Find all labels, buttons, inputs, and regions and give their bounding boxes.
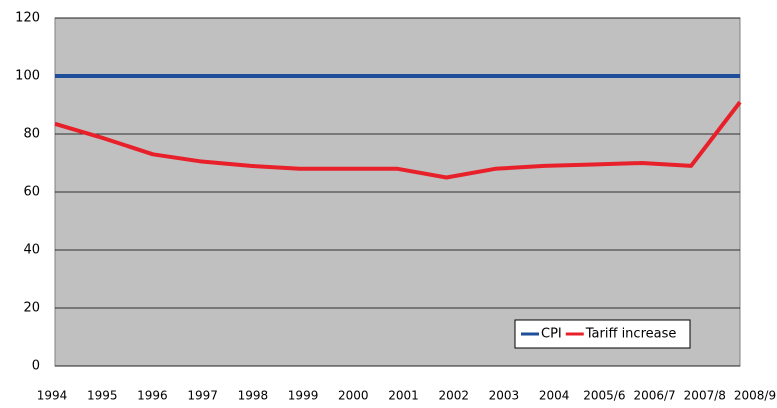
legend-label: Tariff increase [585, 327, 677, 342]
x-tick-label: 1997 [187, 389, 218, 403]
x-tick-label: 2007/8 [684, 389, 726, 403]
x-tick-label: 2006/7 [633, 389, 675, 403]
x-tick-label: 1998 [238, 389, 269, 403]
x-tick-label: 2001 [388, 389, 419, 403]
x-tick-label: 1994 [37, 389, 68, 403]
y-tick-label: 80 [23, 127, 40, 142]
x-tick-label: 2000 [338, 389, 369, 403]
x-tick-label: 2003 [489, 389, 520, 403]
y-tick-label: 40 [23, 243, 40, 258]
line-series [54, 100, 742, 180]
x-tick-label: 2002 [438, 389, 469, 403]
y-tick-label: 0 [32, 359, 40, 374]
y-tick-label: 100 [15, 69, 40, 84]
x-tick-label: 2008/9 [734, 389, 776, 403]
legend-label: CPI [541, 327, 562, 342]
y-tick-label: 60 [23, 185, 40, 200]
legend-box [514, 319, 691, 349]
x-tick-label: 1996 [137, 389, 168, 403]
x-tick-label: 2004 [539, 389, 570, 403]
y-tick-label: 20 [23, 301, 40, 316]
y-tick-label: 120 [15, 11, 40, 26]
x-tick-label: 1995 [87, 389, 118, 403]
x-tick-label: 1999 [288, 389, 319, 403]
x-tick-label: 2005/6 [583, 389, 625, 403]
